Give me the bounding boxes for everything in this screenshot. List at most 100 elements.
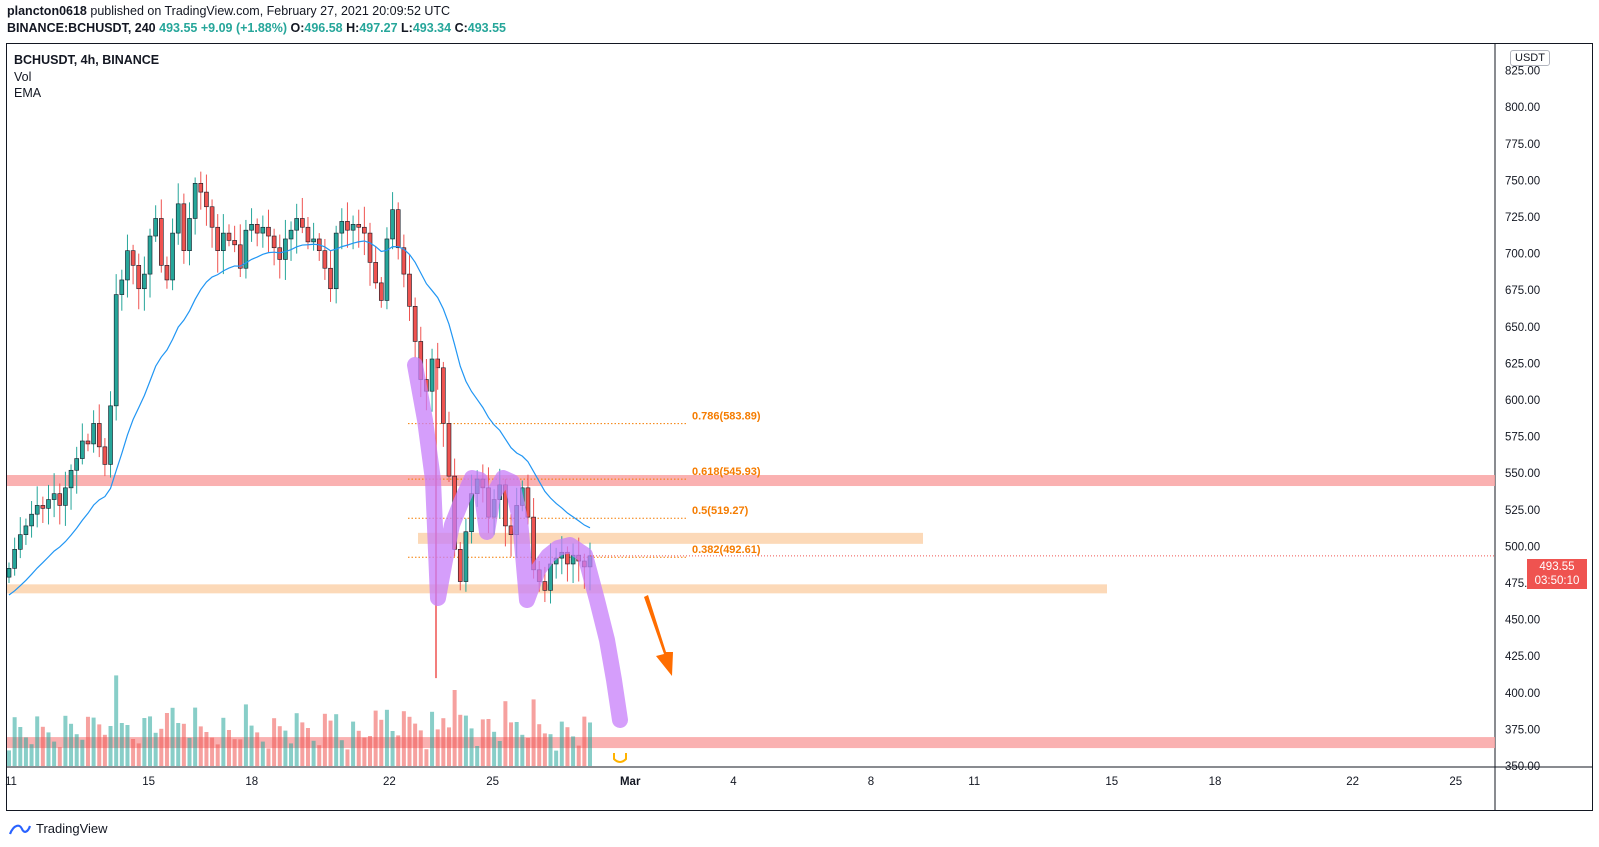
x-tick-label: 15 bbox=[1105, 776, 1118, 788]
pattern-drawing bbox=[407, 357, 628, 728]
candle-body bbox=[113, 294, 119, 407]
volume-bar bbox=[582, 716, 587, 766]
volume-bar bbox=[525, 738, 530, 766]
volume-bar bbox=[588, 722, 592, 766]
volume-bar bbox=[255, 732, 260, 766]
y-tick-label: 750.00 bbox=[1505, 175, 1540, 187]
x-tick-label: 18 bbox=[1209, 776, 1222, 788]
legend-ema[interactable]: EMA bbox=[14, 86, 42, 100]
volume-bar bbox=[57, 747, 62, 766]
volume-bar bbox=[503, 701, 508, 766]
y-tick-label: 675.00 bbox=[1505, 285, 1540, 297]
volume-bar bbox=[63, 715, 68, 766]
volume-bar bbox=[458, 714, 463, 766]
volume-bar bbox=[356, 730, 361, 766]
x-tick-label: 8 bbox=[868, 776, 874, 788]
volume-bar bbox=[80, 739, 85, 766]
candle-body bbox=[68, 469, 74, 489]
y-tick-label: 725.00 bbox=[1505, 212, 1540, 224]
volume-bar bbox=[373, 710, 378, 766]
candle-body bbox=[401, 247, 407, 275]
candle-body bbox=[181, 203, 187, 251]
volume-bar bbox=[571, 736, 576, 766]
volume-bar bbox=[576, 745, 581, 766]
open-label: O: bbox=[290, 21, 305, 35]
high-value: 497.27 bbox=[359, 21, 398, 35]
volume-bar bbox=[23, 737, 28, 766]
volume-bar bbox=[18, 727, 23, 766]
volume-bar bbox=[368, 736, 373, 766]
currency-badge[interactable]: USDT bbox=[1510, 50, 1550, 66]
volume-bar bbox=[164, 713, 169, 766]
candle-body bbox=[384, 238, 390, 301]
volume-bar bbox=[305, 728, 310, 766]
y-tick-label: 650.00 bbox=[1505, 322, 1540, 334]
x-tick-label: 11 bbox=[968, 776, 980, 788]
volume-bar bbox=[469, 728, 474, 766]
footer-brand[interactable]: TradingView bbox=[8, 821, 108, 836]
open-value: 496.58 bbox=[304, 21, 343, 35]
candle-body bbox=[125, 250, 130, 281]
volume-bar bbox=[238, 739, 243, 766]
candle-body bbox=[463, 531, 469, 582]
candle-body bbox=[119, 279, 125, 295]
chart-frame[interactable] bbox=[6, 43, 1593, 811]
y-tick-label: 775.00 bbox=[1505, 139, 1540, 151]
candle-body bbox=[85, 440, 91, 445]
fib-label-2: 0.5(519.27) bbox=[692, 505, 749, 517]
volume-bar bbox=[311, 740, 316, 766]
candle-body bbox=[508, 525, 514, 535]
volume-bar bbox=[548, 734, 553, 766]
candle-body bbox=[362, 226, 367, 234]
fib-label-1: 0.618(545.93) bbox=[692, 466, 761, 478]
volume-bar bbox=[509, 722, 514, 766]
x-tick-label: 22 bbox=[383, 776, 396, 788]
candle-body bbox=[288, 229, 294, 240]
volume-bar bbox=[492, 731, 497, 766]
y-tick-label: 575.00 bbox=[1505, 432, 1540, 444]
candle-body bbox=[446, 423, 452, 477]
candle-body bbox=[254, 224, 260, 234]
volume-bar bbox=[181, 723, 186, 766]
ema-line bbox=[8, 240, 591, 596]
candle-body bbox=[57, 493, 63, 506]
volume-bar bbox=[215, 744, 220, 766]
volume-bar bbox=[565, 727, 570, 766]
volume-bar bbox=[204, 732, 209, 766]
volume-bar bbox=[198, 726, 203, 766]
volume-bar bbox=[91, 717, 96, 766]
x-tick-label: Mar bbox=[620, 776, 641, 788]
candle-body bbox=[283, 238, 288, 260]
volume-bar bbox=[334, 714, 339, 766]
candle-body bbox=[209, 206, 215, 228]
volume-bar bbox=[379, 719, 384, 766]
x-tick-label: 25 bbox=[486, 776, 499, 788]
candle-body bbox=[46, 499, 51, 509]
price-change: +9.09 (+1.88%) bbox=[200, 21, 288, 35]
candle-body bbox=[17, 534, 23, 550]
candle-body bbox=[367, 232, 373, 263]
y-tick-label: 375.00 bbox=[1505, 724, 1540, 736]
high-label: H: bbox=[346, 21, 360, 35]
volume-bar bbox=[514, 722, 519, 766]
tradingview-logo-icon bbox=[8, 824, 32, 834]
volume-bar bbox=[339, 740, 344, 766]
volume-bar bbox=[480, 719, 485, 766]
candle-body bbox=[390, 209, 395, 240]
candle-body bbox=[412, 306, 418, 342]
last-price-tag: 493.55 03:50:10 bbox=[1527, 559, 1587, 589]
candle-body bbox=[339, 221, 345, 234]
volume-bar bbox=[29, 744, 34, 766]
volume-bar bbox=[317, 745, 322, 766]
candle-body bbox=[305, 226, 311, 243]
author-name[interactable]: plancton0618 bbox=[7, 4, 87, 18]
y-tick-label: 350.00 bbox=[1505, 761, 1540, 773]
candle-body bbox=[164, 265, 170, 281]
legend-symbol[interactable]: BCHUSDT, 4h, BINANCE bbox=[14, 53, 160, 67]
candle-body bbox=[311, 238, 316, 243]
volume-bar bbox=[542, 733, 547, 766]
y-tick-label: 525.00 bbox=[1505, 505, 1540, 517]
volume-bar bbox=[407, 716, 412, 766]
legend-volume[interactable]: Vol bbox=[14, 69, 32, 84]
